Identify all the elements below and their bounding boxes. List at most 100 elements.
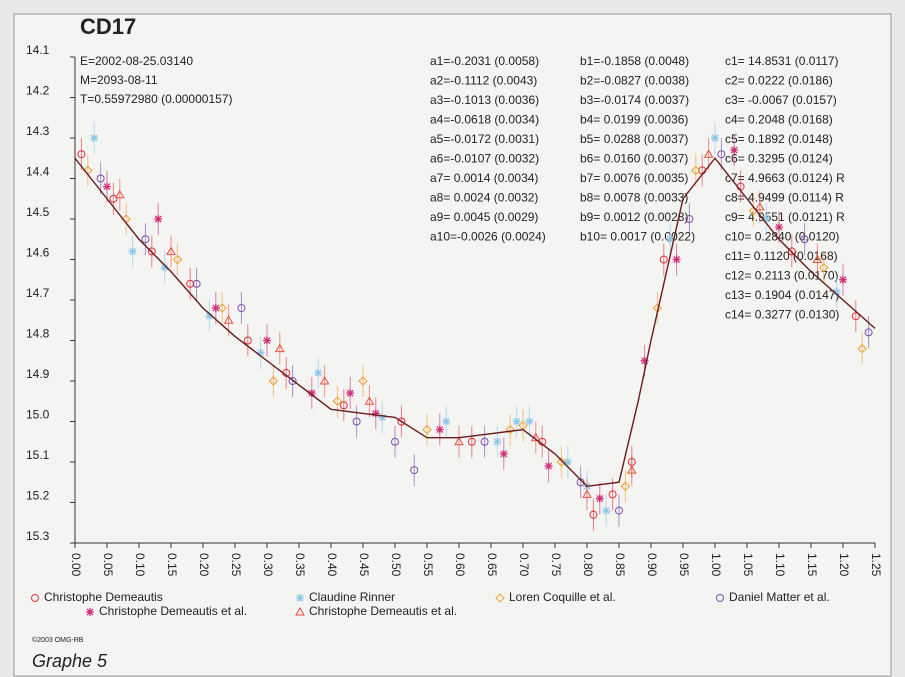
coefficient: a8= 0.0024 (0.0032) bbox=[430, 191, 538, 205]
coefficient: b7= 0.0076 (0.0035) bbox=[580, 171, 688, 185]
coefficient: b10= 0.0017 (0.0022) bbox=[580, 230, 695, 244]
marker bbox=[364, 396, 375, 405]
marker bbox=[626, 465, 637, 474]
coefficient: b5= 0.0288 (0.0037) bbox=[580, 132, 688, 146]
marker bbox=[857, 343, 867, 354]
x-tick-label: 0.90 bbox=[645, 553, 659, 577]
coefficient: c3= -0.0067 (0.0157) bbox=[725, 93, 837, 107]
y-tick-label: 15.1 bbox=[26, 448, 50, 462]
marker bbox=[288, 377, 297, 385]
coefficient: c13= 0.1904 (0.0147) bbox=[725, 288, 839, 302]
x-tick-label: 0.55 bbox=[421, 553, 435, 577]
marker bbox=[851, 312, 860, 321]
marker bbox=[397, 417, 406, 426]
coefficient: c2= 0.0222 (0.0186) bbox=[725, 74, 833, 88]
x-tick-label: 0.95 bbox=[677, 553, 691, 577]
marker bbox=[77, 150, 86, 159]
marker bbox=[172, 254, 183, 265]
marker bbox=[525, 417, 534, 426]
legend-label: Daniel Matter et al. bbox=[729, 590, 830, 604]
x-tick-label: 0.15 bbox=[165, 553, 179, 577]
marker bbox=[90, 134, 99, 142]
marker bbox=[31, 594, 39, 602]
marker bbox=[730, 146, 739, 155]
marker bbox=[435, 425, 444, 434]
y-tick-label: 15.0 bbox=[26, 408, 50, 422]
marker bbox=[576, 478, 585, 487]
marker bbox=[346, 389, 355, 398]
x-tick-label: 1.25 bbox=[869, 553, 883, 577]
y-tick-label: 15.3 bbox=[26, 529, 50, 543]
y-tick-label: 14.7 bbox=[26, 286, 50, 300]
x-tick-label: 0.30 bbox=[261, 553, 275, 577]
marker bbox=[358, 376, 368, 386]
annotation: M=2093-08-11 bbox=[80, 73, 158, 87]
marker bbox=[352, 417, 361, 426]
y-tick-label: 14.3 bbox=[26, 124, 50, 138]
marker bbox=[274, 343, 285, 353]
coefficient: c1= 14.8531 (0.0117) bbox=[725, 54, 839, 68]
marker bbox=[114, 189, 125, 199]
marker bbox=[109, 194, 118, 203]
marker bbox=[754, 201, 765, 211]
coefficient: b2=-0.0827 (0.0038) bbox=[580, 74, 689, 88]
marker bbox=[147, 247, 156, 256]
x-tick-label: 1.05 bbox=[741, 553, 755, 577]
marker bbox=[263, 336, 271, 345]
coefficient: b8= 0.0078 (0.0033) bbox=[580, 191, 688, 205]
coefficient: c14= 0.3277 (0.0130) bbox=[725, 308, 839, 322]
x-tick-label: 0.05 bbox=[101, 553, 115, 577]
marker bbox=[787, 247, 796, 256]
marker bbox=[256, 348, 265, 357]
x-tick-label: 0.65 bbox=[485, 553, 499, 577]
coefficient: a7= 0.0014 (0.0034) bbox=[430, 171, 538, 185]
coefficient: a9= 0.0045 (0.0029) bbox=[430, 210, 538, 224]
marker bbox=[307, 389, 316, 398]
marker bbox=[495, 593, 505, 603]
coefficient: a5=-0.0172 (0.0031) bbox=[430, 132, 539, 146]
marker bbox=[832, 287, 841, 296]
marker bbox=[812, 254, 823, 263]
marker bbox=[691, 165, 701, 176]
marker bbox=[716, 594, 724, 602]
marker bbox=[711, 134, 719, 142]
coefficient: c9= 4.9551 (0.0121) R bbox=[725, 210, 845, 224]
marker bbox=[205, 312, 214, 321]
y-tick-label: 14.9 bbox=[26, 367, 50, 381]
coefficient: c4= 0.2048 (0.0168) bbox=[725, 113, 833, 127]
marker bbox=[615, 506, 623, 515]
coefficient: c5= 0.1892 (0.0148) bbox=[725, 132, 833, 146]
x-tick-label: 0.70 bbox=[517, 553, 531, 577]
x-tick-label: 0.45 bbox=[357, 553, 371, 577]
marker bbox=[442, 417, 451, 426]
marker bbox=[666, 235, 675, 244]
coefficient: a2=-0.1112 (0.0043) bbox=[430, 74, 537, 88]
fit-line bbox=[74, 157, 876, 488]
marker bbox=[556, 457, 567, 467]
x-tick-label: 0.20 bbox=[197, 553, 211, 577]
marker bbox=[640, 356, 649, 365]
y-tick-label: 14.2 bbox=[26, 84, 50, 98]
marker bbox=[314, 368, 323, 377]
marker bbox=[295, 606, 305, 616]
annotation: T=0.55972980 (0.00000157) bbox=[80, 92, 232, 106]
marker bbox=[659, 255, 668, 264]
marker bbox=[378, 413, 387, 422]
panel bbox=[13, 13, 892, 677]
coefficient: b6= 0.0160 (0.0037) bbox=[580, 152, 688, 166]
marker bbox=[268, 376, 279, 386]
x-tick-label: 0.00 bbox=[69, 553, 83, 577]
coefficient: c6= 0.3295 (0.0124) bbox=[725, 152, 833, 166]
marker bbox=[864, 328, 873, 337]
y-tick-label: 14.6 bbox=[26, 246, 50, 260]
legend-label: Christophe Demeautis et al. bbox=[309, 604, 457, 618]
marker bbox=[505, 424, 515, 435]
copyright: ©2003 OMG-RB bbox=[32, 636, 84, 644]
marker bbox=[703, 149, 714, 158]
coefficient: c11= 0.1120 (0.0168) bbox=[725, 249, 838, 263]
y-tick-label: 14.4 bbox=[26, 165, 50, 179]
x-tick-label: 1.15 bbox=[805, 553, 819, 577]
coefficient: c8= 4.9499 (0.0114) R bbox=[725, 191, 844, 205]
marker bbox=[332, 396, 343, 406]
